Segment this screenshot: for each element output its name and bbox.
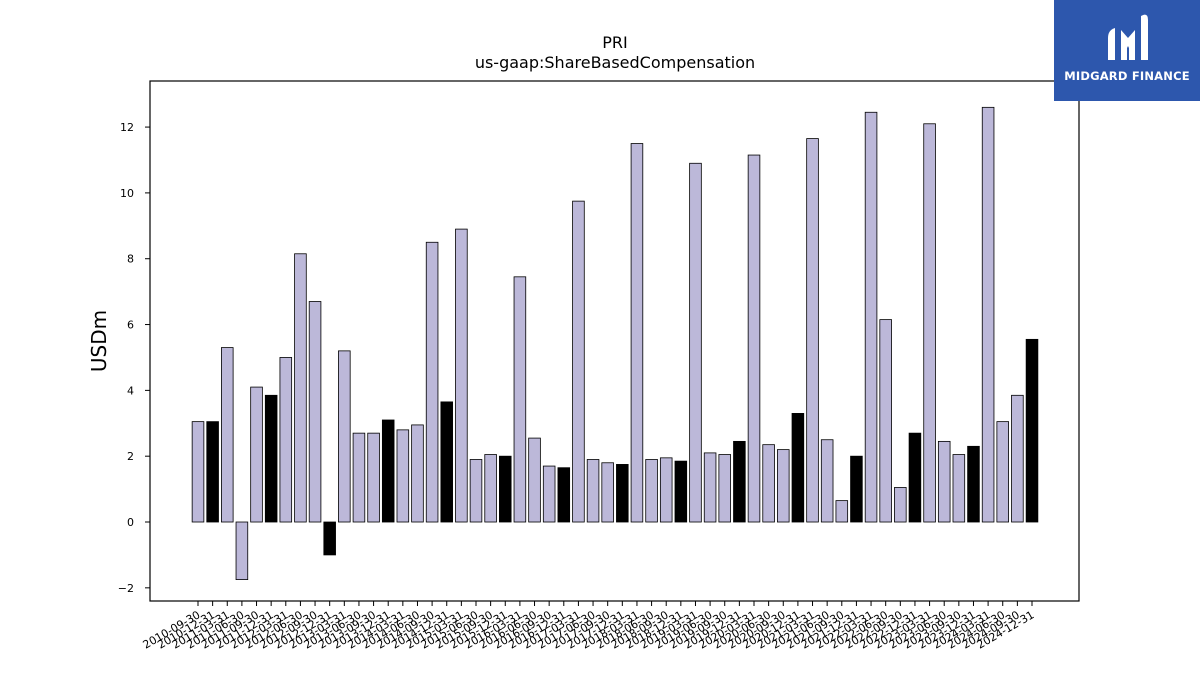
y-tick-label: 2 <box>127 450 134 463</box>
chart-title: PRI <box>602 33 627 52</box>
x-axis: 2010-09-302010-12-312011-03-312011-06-30… <box>141 601 1037 652</box>
plot-frame <box>149 80 1080 602</box>
y-tick-label: 10 <box>120 187 134 200</box>
bar-2018-12-31 <box>674 460 688 523</box>
bar-2021-09-30 <box>835 500 849 523</box>
bar-2023-06-30 <box>937 440 951 523</box>
y-axis: −2 0 2 4 6 8 10 12 <box>118 121 150 595</box>
bars-group <box>191 106 1039 581</box>
bar-2023-12-31 <box>967 445 980 523</box>
bar-2021-06-30 <box>820 439 834 523</box>
bar-2020-12-31 <box>791 413 805 523</box>
bar-2017-06-30 <box>586 459 600 523</box>
bar-2018-06-30 <box>645 459 658 523</box>
bar-2019-09-30 <box>718 454 731 523</box>
bar-2014-09-30 <box>425 241 439 523</box>
bar-2017-03-31 <box>572 200 585 523</box>
bar-2014-06-30 <box>411 424 424 523</box>
bar-2020-09-30 <box>777 449 790 523</box>
bar-2019-12-31 <box>733 440 746 523</box>
bar-2011-09-30 <box>250 386 263 523</box>
bar-2022-03-31 <box>864 111 878 523</box>
bar-2017-12-31 <box>616 464 629 523</box>
y-tick-label: 4 <box>127 384 134 397</box>
bar-2010-12-31 <box>206 421 219 523</box>
bar-2013-12-31 <box>381 419 395 523</box>
bar-2022-09-30 <box>894 487 907 523</box>
y-axis-label: USDm <box>87 310 111 372</box>
bar-2020-06-30 <box>762 444 775 523</box>
bar-2013-09-30 <box>367 432 380 523</box>
bar-2021-12-31 <box>850 455 863 523</box>
logo-text: MIDGARD FINANCE <box>1064 69 1190 83</box>
bar-2012-12-31 <box>323 521 336 556</box>
y-tick-label: 6 <box>127 319 134 332</box>
bar-2021-03-31 <box>806 138 819 523</box>
bar-2013-03-31 <box>338 350 351 523</box>
bar-2016-06-30 <box>528 437 541 523</box>
bar-2013-06-30 <box>352 432 366 523</box>
bar-2024-12-31 <box>1025 338 1039 523</box>
bar-2016-09-30 <box>542 465 556 523</box>
bar-2015-06-30 <box>469 459 483 523</box>
bar-2011-03-31 <box>221 347 234 523</box>
bar-2012-03-31 <box>279 357 293 523</box>
bar-2022-06-30 <box>879 319 892 523</box>
bar-2023-03-31 <box>923 123 936 523</box>
bar-2011-06-30 <box>235 521 249 581</box>
logo-mark-icon <box>1108 14 1148 61</box>
bar-2019-06-30 <box>703 452 717 523</box>
y-tick-label: 12 <box>120 121 134 134</box>
bar-2024-06-30 <box>996 421 1009 523</box>
bar-2016-03-31 <box>513 276 527 523</box>
chart-subtitle: us-gaap:ShareBasedCompensation <box>475 53 755 72</box>
y-tick-label: 0 <box>127 516 134 529</box>
bar-2012-06-30 <box>294 253 307 523</box>
bar-2020-03-31 <box>747 154 761 523</box>
bar-2023-09-30 <box>952 454 966 523</box>
y-tick-label: −2 <box>118 582 134 595</box>
bar-2017-09-30 <box>601 462 614 523</box>
bar-2012-09-30 <box>308 301 322 523</box>
bar-2014-03-31 <box>396 429 410 523</box>
bar-2010-09-30 <box>191 421 205 523</box>
brand-logo: MIDGARD FINANCE <box>1054 0 1200 101</box>
bar-2015-09-30 <box>484 454 497 523</box>
bar-2024-03-31 <box>981 106 995 523</box>
bar-2011-12-31 <box>264 394 278 523</box>
bar-2018-03-31 <box>630 143 644 523</box>
bar-2018-09-30 <box>659 457 673 523</box>
bar-2022-12-31 <box>908 432 922 523</box>
bar-2019-03-31 <box>689 162 702 523</box>
bar-2015-03-31 <box>455 228 468 523</box>
y-tick-label: 8 <box>127 253 134 266</box>
bar-2014-12-31 <box>440 401 453 523</box>
bar-2015-12-31 <box>499 455 512 523</box>
bar-2024-09-30 <box>1011 394 1024 523</box>
bar-2016-12-31 <box>557 467 571 523</box>
